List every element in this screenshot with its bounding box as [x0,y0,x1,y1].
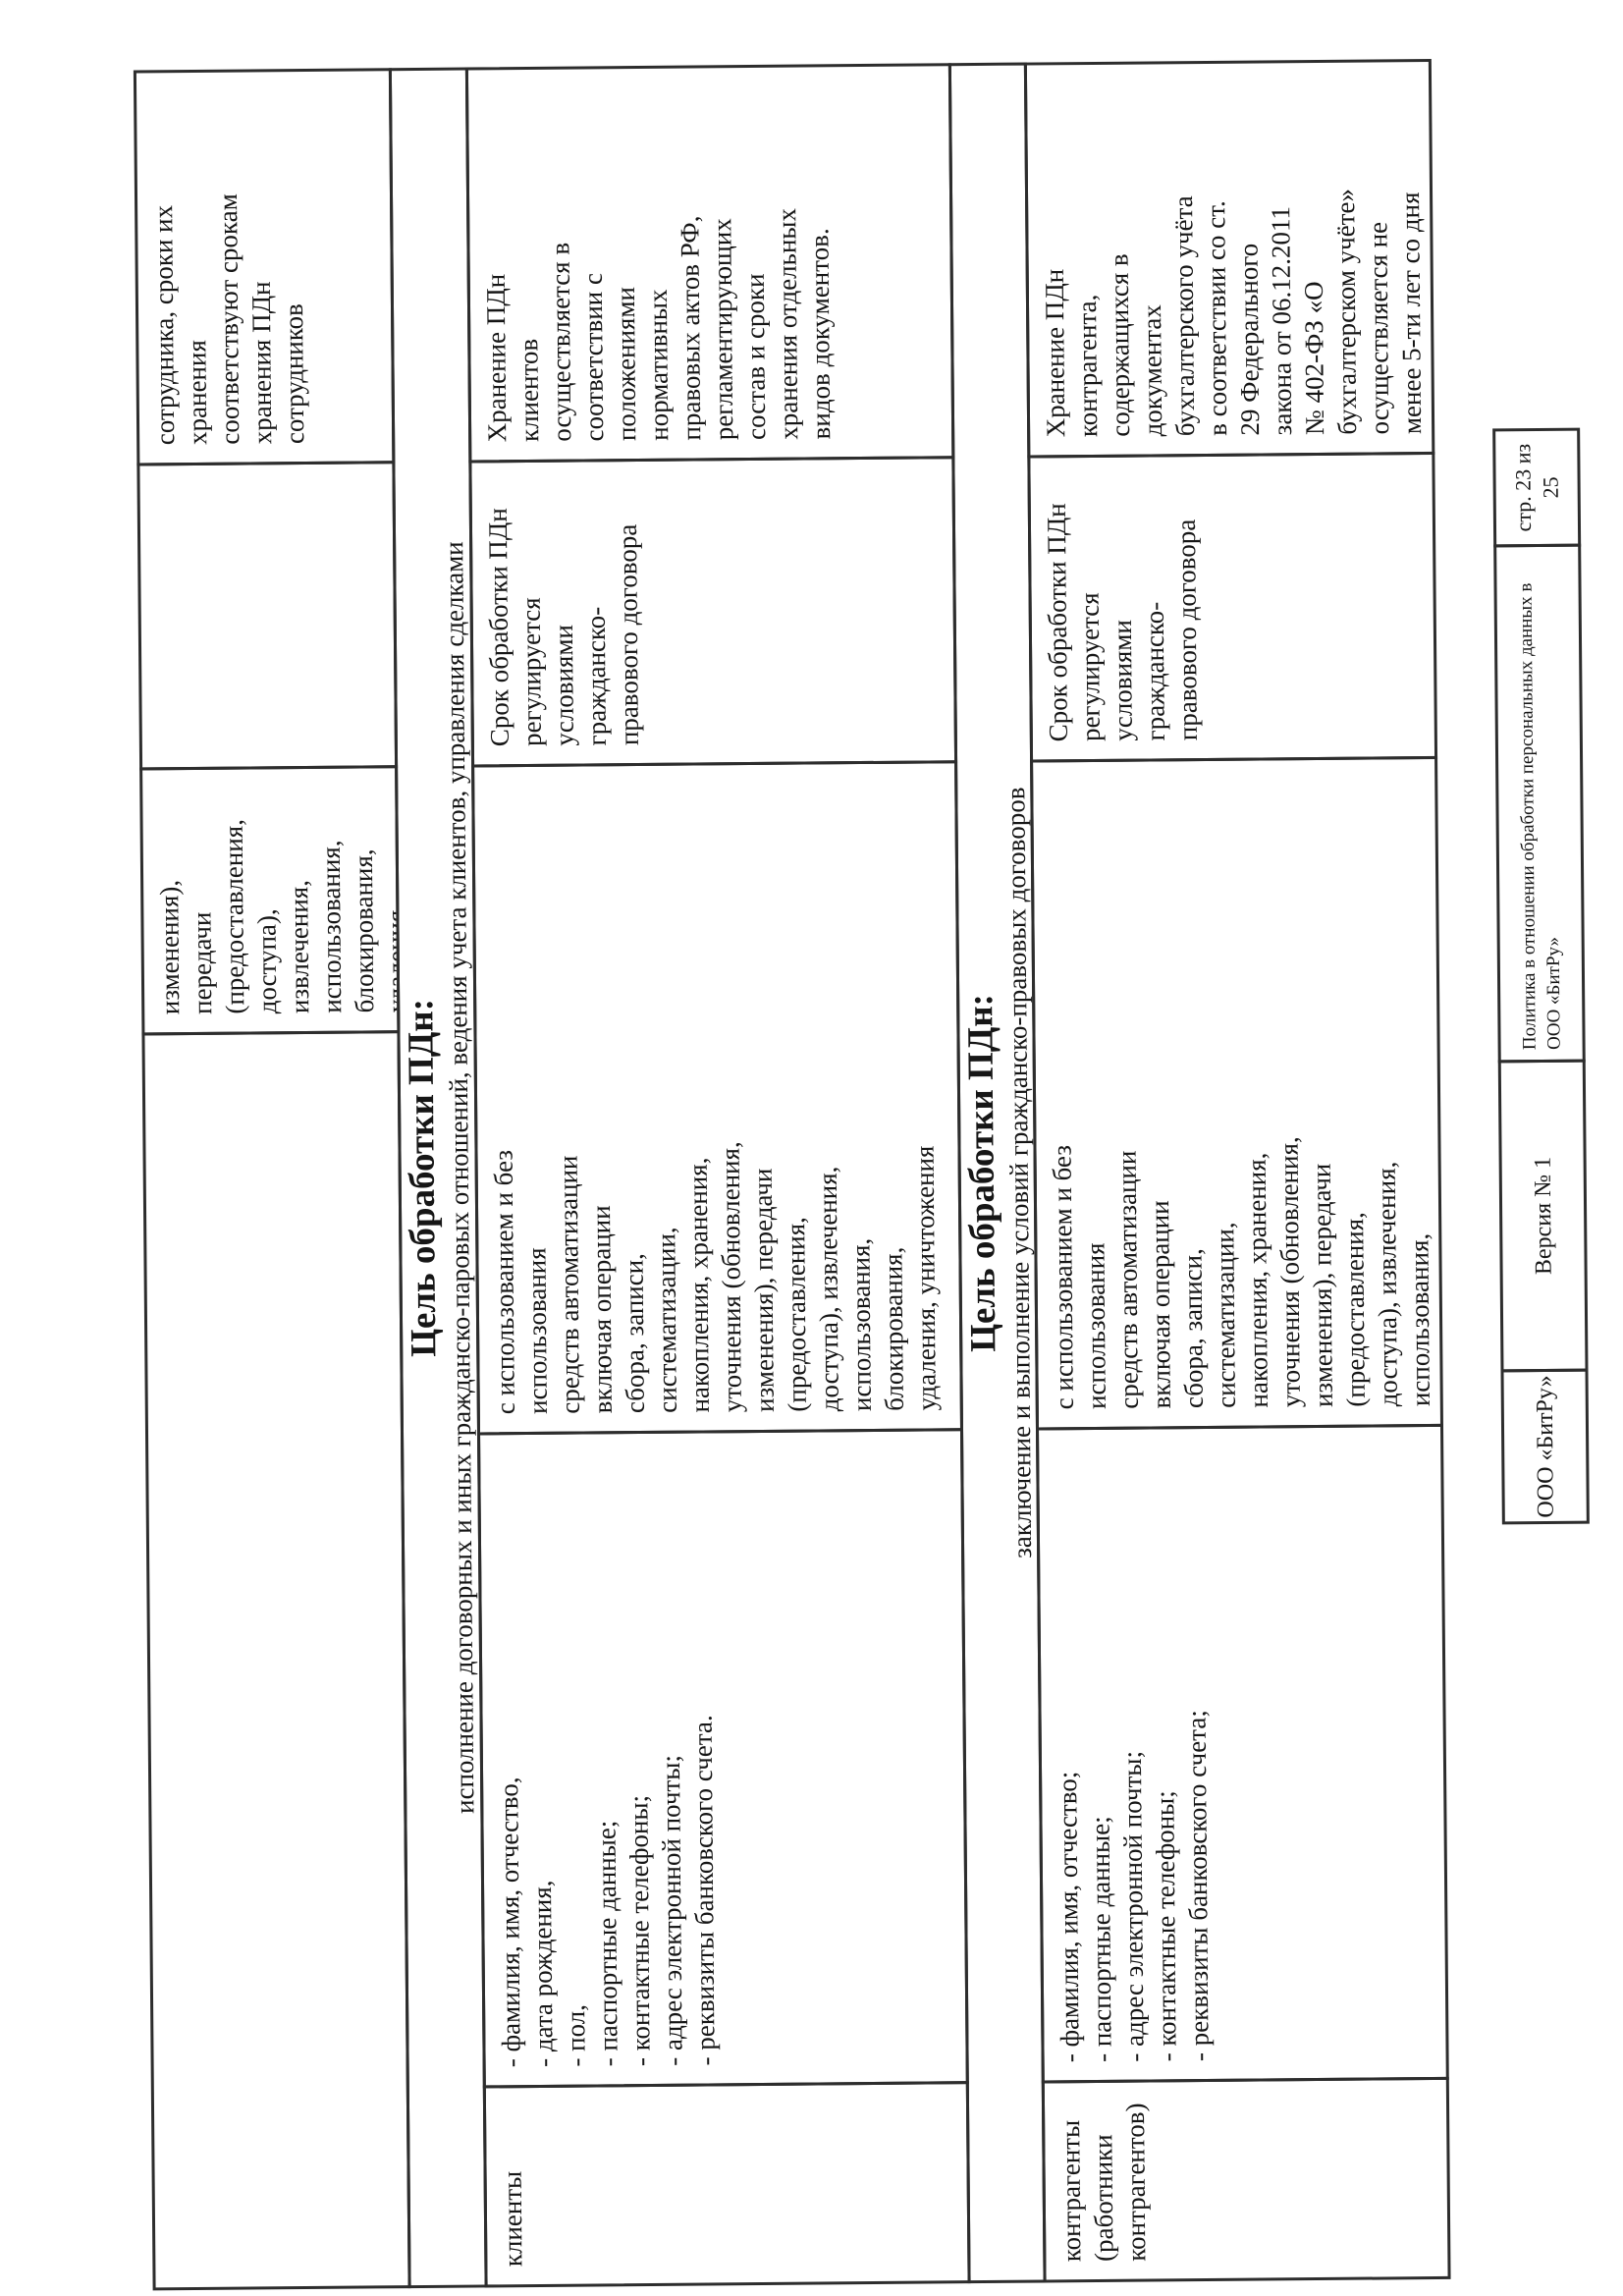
purpose-2-heading: Цель обработки ПДн: [959,993,1003,1352]
controw-empty-term-cell [135,460,398,770]
clients-storage-cell: Хранение ПДн клиентов осуществляется в с… [464,62,954,464]
clients-term-cell: Срок обработки ПДн регулируется условиям… [467,455,957,768]
purpose-1-heading: Цель обработки ПДн: [400,998,444,1357]
contractors-processing-cell: с использованием и без использования сре… [1029,755,1443,1431]
contractors-storage-cell: Хранение ПДн контрагента, содержащихся в… [1023,58,1434,459]
footer-page-number-cell: стр. 23 из 25 [1491,427,1581,547]
contractors-personal-data-cell: - фамилия, имя, отчество; - паспортные д… [1035,1423,1449,2083]
clients-category-cell: клиенты [482,2080,971,2287]
contractors-term-cell: Срок обработки ПДн регулируется условиям… [1026,451,1437,763]
clients-processing-cell: с использованием и без использования сре… [470,759,963,1435]
controw-processing-cell: изменения), передачи (предоставления, до… [138,764,400,1035]
controw-empty-left-cell [140,1029,411,2290]
clients-personal-data-cell: - фамилия, имя, отчество, - дата рождени… [476,1427,969,2088]
footer-version-cell: Версия № 1 [1497,1059,1589,1372]
controw-storage-cell: сотрудника, сроки их хранения соответств… [133,67,395,465]
contractors-category-cell: контрагенты (работники контрагентов) [1041,2076,1451,2282]
footer-company-cell: ООО «БитРу» [1499,1368,1590,1524]
footer-policy-title-cell: Политика в отношении обработки персональ… [1492,543,1586,1063]
